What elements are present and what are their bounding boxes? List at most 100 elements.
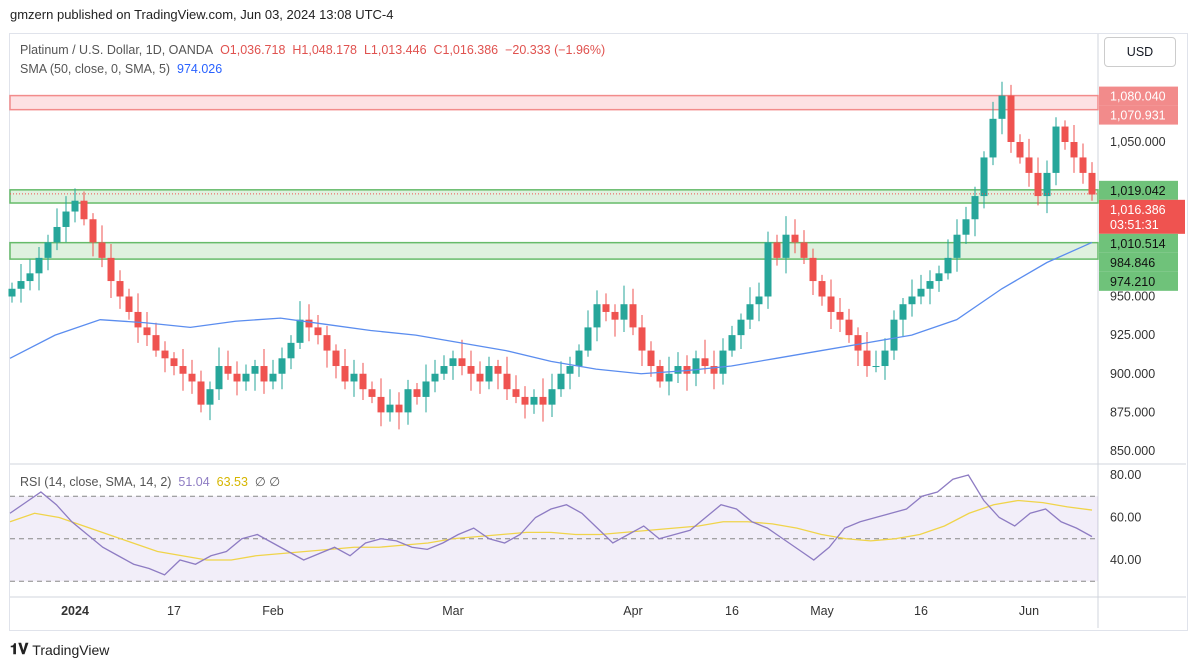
tradingview-logo[interactable]: 𝟏𝐕 TradingView (10, 641, 109, 658)
candle-body (1016, 142, 1024, 158)
candle-body (521, 396, 529, 405)
candle-body (71, 200, 79, 212)
candle-body (17, 281, 25, 289)
low-value: L1,013.446 (363, 43, 427, 57)
candle-body (89, 219, 97, 243)
candle-body (44, 242, 52, 258)
candle-body (161, 350, 169, 359)
candle-body (170, 358, 178, 367)
candle-body (1088, 172, 1096, 195)
candle-body (755, 296, 763, 305)
candle-body (341, 366, 349, 382)
rsi-value: 51.04 (178, 475, 210, 489)
candle-body (656, 366, 664, 382)
candle-body (107, 257, 115, 282)
price-label-bg (1099, 180, 1178, 200)
candle-body (674, 366, 682, 374)
zone-red (9, 94, 1099, 111)
candle-body (899, 304, 907, 320)
candle-body (989, 118, 997, 158)
zone-green (9, 189, 1099, 204)
price-tick-label: 875.000 (1110, 405, 1155, 419)
candle-body (377, 396, 385, 413)
time-tick-label: Jun (1019, 604, 1039, 618)
candle-body (683, 366, 691, 374)
candle-body (206, 389, 214, 405)
rsi-tick-label: 60.00 (1110, 511, 1141, 525)
candle-body (251, 366, 259, 374)
candle-body (917, 288, 925, 297)
candle-body (962, 219, 970, 235)
time-tick-label: 16 (725, 604, 739, 618)
candle-body (503, 373, 511, 390)
candle-body (224, 366, 232, 374)
chart-frame[interactable] (9, 33, 1188, 631)
candle-body (188, 373, 196, 382)
candle-body (359, 373, 367, 390)
candle-body (422, 381, 430, 397)
candle-body (386, 404, 394, 413)
rsi-line (9, 474, 1093, 576)
candle-body (1043, 172, 1051, 197)
candle-body (926, 281, 934, 289)
candle-body (854, 335, 862, 351)
candle-body (449, 358, 457, 367)
candle-body (1070, 142, 1078, 158)
candle-body (179, 366, 187, 374)
price-label: 1,019.042 (1110, 184, 1166, 198)
rsi-legend: RSI (14, close, SMA, 14, 2) 51.04 63.53 … (20, 474, 280, 489)
currency-button[interactable]: USD (1104, 37, 1176, 67)
price-label: 1,070.931 (1110, 109, 1166, 123)
time-tick-label: Mar (442, 604, 464, 618)
rsi-sma-line (9, 499, 1093, 561)
price-label: 1,010.514 (1110, 237, 1166, 251)
candle-body (998, 95, 1006, 119)
candle-body (701, 358, 709, 367)
candle-body (647, 350, 655, 367)
candle-body (332, 350, 340, 367)
candle-body (782, 234, 790, 258)
price-label: 984.846 (1110, 256, 1155, 270)
price-label-bg (1099, 86, 1178, 106)
candle-body (944, 257, 952, 274)
rsi-tick-label: 80.00 (1110, 468, 1141, 482)
candle-body (539, 396, 547, 405)
candle-body (134, 311, 142, 328)
candle-body (305, 319, 313, 328)
candle-body (728, 335, 736, 351)
candle-body (638, 327, 646, 351)
candle-body (467, 366, 475, 374)
candle-body (935, 273, 943, 282)
candle-body (35, 257, 43, 274)
sma-label[interactable]: SMA (50, close, 0, SMA, 5) (20, 62, 171, 76)
candle-body (719, 350, 727, 374)
price-tick-label: 1,050.000 (1110, 135, 1166, 149)
candle-body (242, 373, 250, 382)
zone-green (9, 241, 1099, 260)
countdown-label: 03:51:31 (1110, 218, 1159, 232)
candle-body (818, 281, 826, 297)
candle-body (152, 335, 160, 351)
candle-body (890, 319, 898, 351)
candle-body (836, 311, 844, 320)
candle-body (494, 366, 502, 374)
price-label-bg (1099, 233, 1178, 253)
candle-body (287, 342, 295, 359)
candle-body (269, 373, 277, 382)
candle-body (368, 389, 376, 397)
rsi-label[interactable]: RSI (14, close, SMA, 14, 2) (20, 475, 172, 489)
symbol-title[interactable]: Platinum / U.S. Dollar, 1D, OANDA (20, 43, 214, 57)
candle-body (1034, 172, 1042, 197)
candle-body (485, 366, 493, 382)
rsi-sma-value: 63.53 (216, 475, 248, 489)
candle-body (575, 350, 583, 367)
candle-body (395, 404, 403, 413)
candle-body (584, 327, 592, 351)
candle-body (971, 196, 979, 220)
rsi-tick-label: 40.00 (1110, 553, 1141, 567)
candle-body (323, 335, 331, 351)
candle-body (413, 389, 421, 397)
candle-body (350, 373, 358, 382)
price-tick-label: 925.000 (1110, 328, 1155, 342)
